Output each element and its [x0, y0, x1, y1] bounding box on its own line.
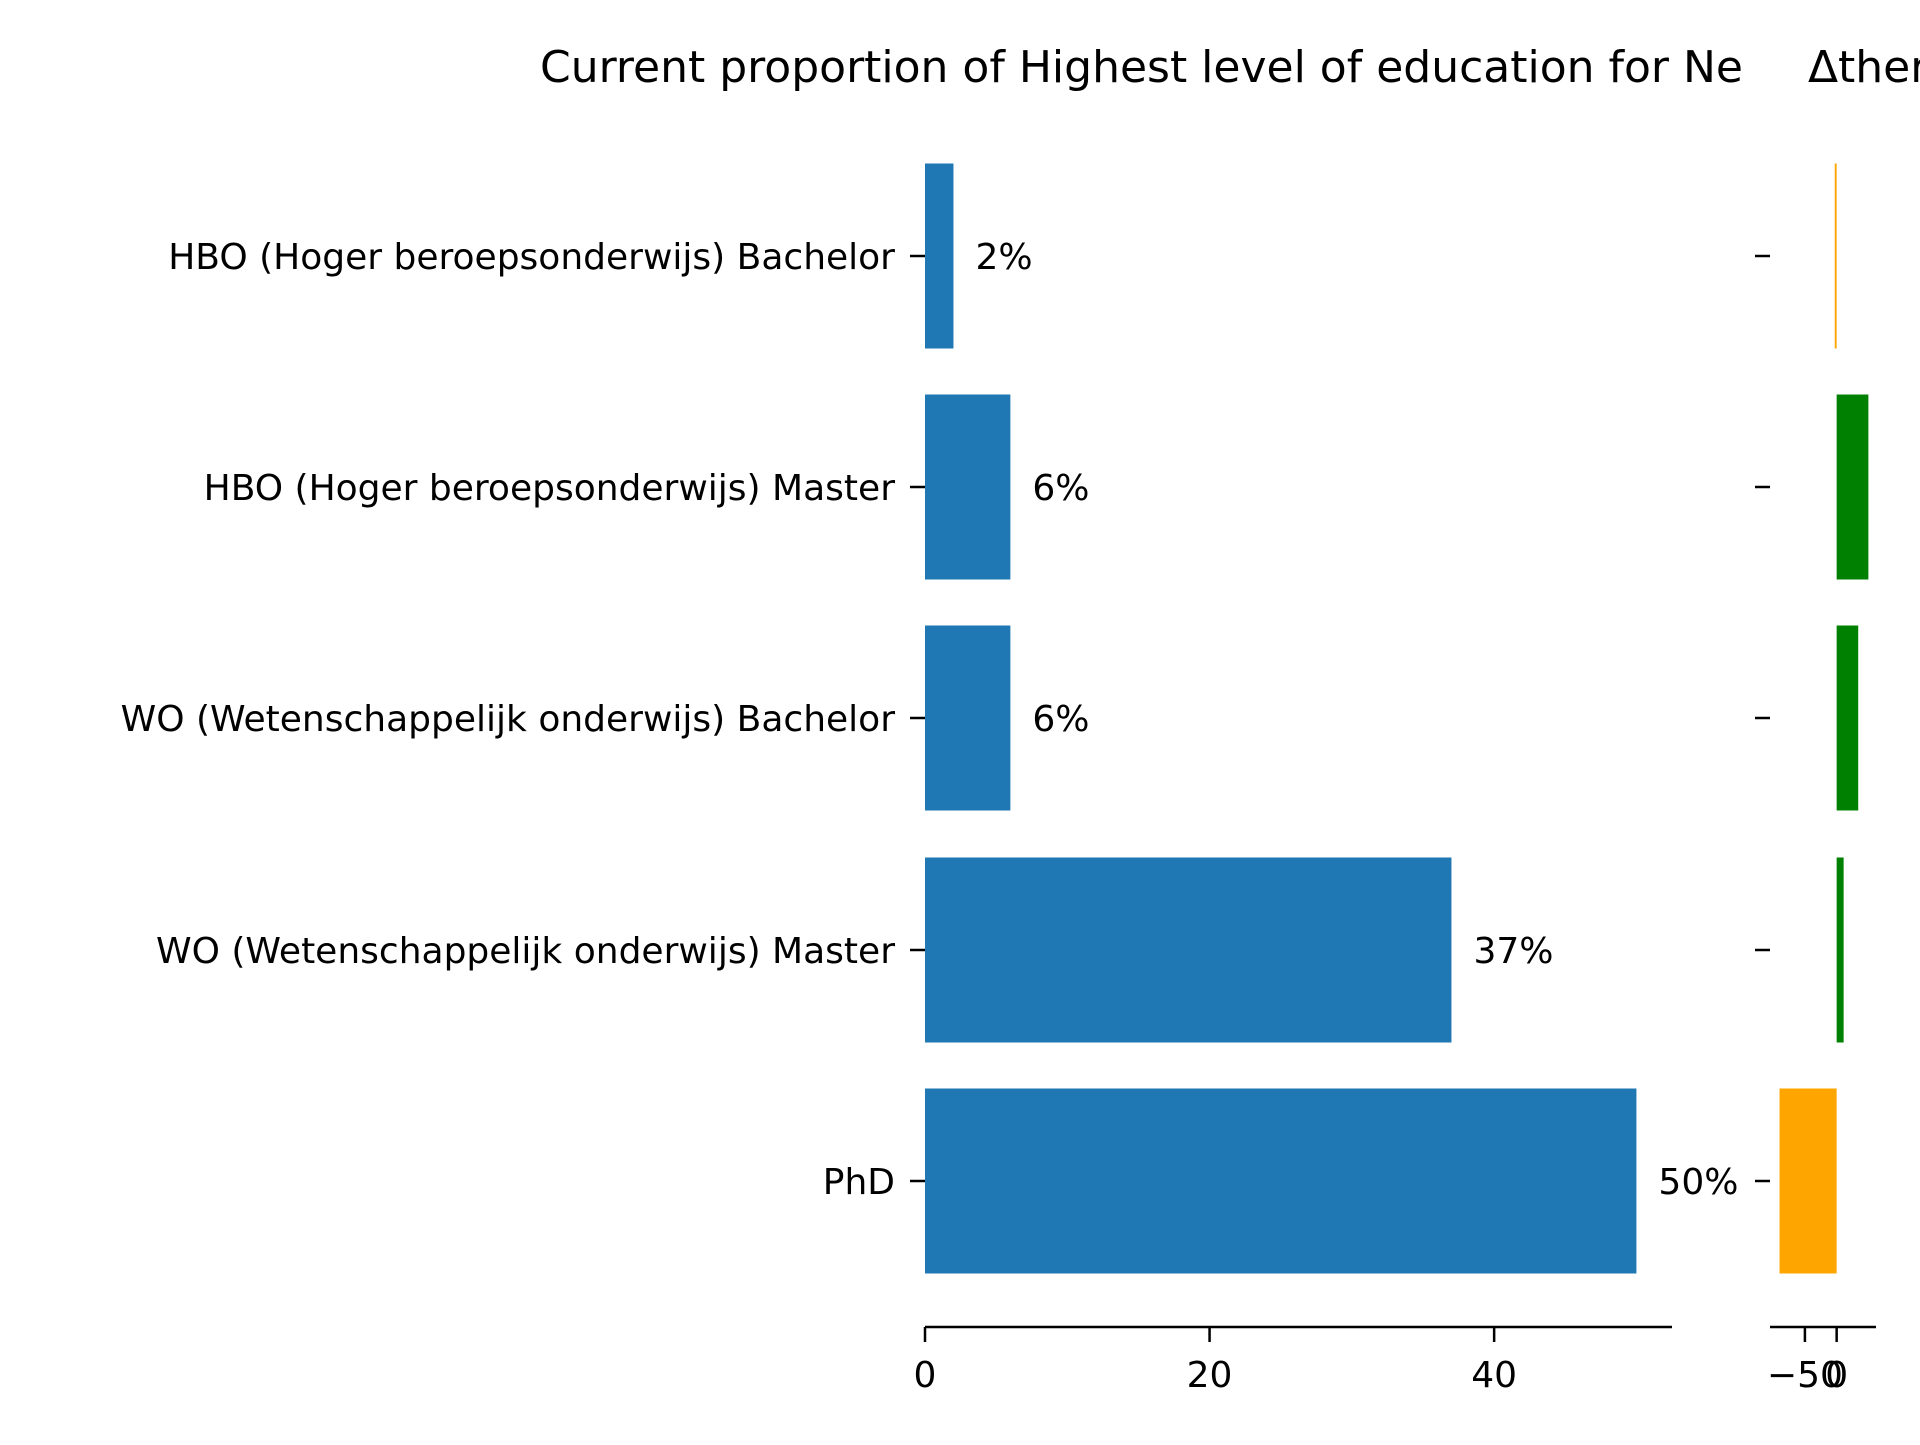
- value-label-wo-wetenschappelijk-onderwijs-master: 37%: [1473, 931, 1553, 972]
- xtick-label-20: 20: [1187, 1355, 1233, 1396]
- category-label-wo-wetenschappelijk-onderwijs-bachelor: WO (Wetenschappelijk onderwijs) Bachelor: [121, 699, 896, 740]
- category-label-wo-wetenschappelijk-onderwijs-master: WO (Wetenschappelijk onderwijs) Master: [156, 931, 895, 972]
- delta-panel: −500: [1755, 163, 1876, 1396]
- delta-panel-title: Δ: [1808, 42, 1838, 93]
- delta-bar-hbo-hoger-beroepsonderwijs-master: [1836, 394, 1869, 580]
- xtick-label-0: 0: [914, 1355, 937, 1396]
- delta-xtick-label-0: 0: [1825, 1355, 1848, 1396]
- value-label-hbo-hoger-beroepsonderwijs-master: 6%: [1032, 468, 1089, 509]
- value-label-hbo-hoger-beroepsonderwijs-bachelor: 2%: [975, 237, 1032, 278]
- bar-hbo-hoger-beroepsonderwijs-bachelor: [925, 163, 954, 349]
- bar-wo-wetenschappelijk-onderwijs-bachelor: [925, 625, 1011, 811]
- category-label-phd: PhD: [823, 1162, 895, 1203]
- proportion-panel: HBO (Hoger beroepsonderwijs) Bachelor 2% H…: [121, 163, 1738, 1396]
- delta-bar-wo-wetenschappelijk-onderwijs-bachelor: [1836, 625, 1859, 811]
- delta-bar-hbo-hoger-beroepsonderwijs-bachelor: [1834, 163, 1837, 349]
- category-label-hbo-hoger-beroepsonderwijs-master: HBO (Hoger beroepsonderwijs) Master: [204, 468, 896, 509]
- delta-xtick-label-neg50: −50: [1767, 1355, 1843, 1396]
- bar-wo-wetenschappelijk-onderwijs-master: [925, 857, 1452, 1043]
- chart-title-overflow: ther: [1838, 42, 1920, 93]
- bar-hbo-hoger-beroepsonderwijs-master: [925, 394, 1011, 580]
- value-label-phd: 50%: [1658, 1162, 1738, 1203]
- delta-bar-phd: [1779, 1088, 1837, 1274]
- value-label-wo-wetenschappelijk-onderwijs-bachelor: 6%: [1032, 699, 1089, 740]
- category-label-hbo-hoger-beroepsonderwijs-bachelor: HBO (Hoger beroepsonderwijs) Bachelor: [168, 237, 895, 278]
- delta-bar-wo-wetenschappelijk-onderwijs-master: [1836, 857, 1844, 1043]
- xtick-label-40: 40: [1471, 1355, 1517, 1396]
- chart-title: Current proportion of Highest level of e…: [540, 42, 1743, 93]
- bar-phd: [925, 1088, 1637, 1274]
